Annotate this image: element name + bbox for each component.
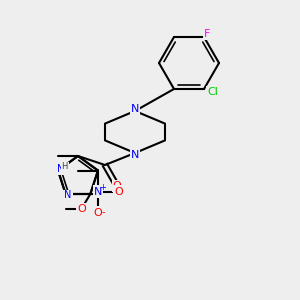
- Text: N: N: [57, 164, 65, 174]
- Text: O: O: [112, 181, 122, 191]
- Text: O: O: [77, 204, 86, 214]
- Text: N: N: [131, 149, 139, 160]
- Text: +: +: [99, 182, 106, 191]
- Text: O: O: [94, 208, 102, 218]
- Text: -: -: [102, 208, 105, 218]
- Text: F: F: [204, 29, 210, 39]
- Text: N: N: [131, 104, 139, 115]
- Text: N: N: [94, 187, 102, 196]
- Text: H: H: [61, 162, 68, 171]
- Text: Cl: Cl: [208, 87, 218, 97]
- Text: O: O: [115, 187, 123, 196]
- Text: N: N: [64, 190, 72, 200]
